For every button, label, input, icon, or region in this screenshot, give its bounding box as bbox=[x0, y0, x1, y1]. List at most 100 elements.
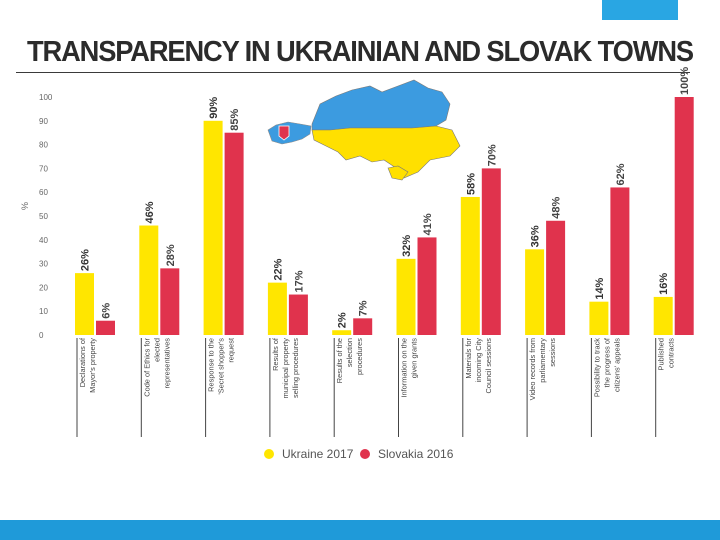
bar-slovakia bbox=[224, 132, 244, 335]
legend: Ukraine 2017 Slovakia 2016 bbox=[264, 447, 454, 461]
bottom-accent-bar bbox=[0, 520, 720, 540]
data-label-slovakia: 62% bbox=[615, 163, 627, 185]
bar-ukraine bbox=[525, 249, 545, 335]
category-label: Information on the bbox=[400, 338, 409, 398]
category-label: Published bbox=[657, 338, 666, 370]
ukraine-map-south bbox=[311, 125, 461, 179]
bar-slovakia bbox=[353, 318, 373, 335]
category-label: municipal property bbox=[281, 338, 290, 399]
category-label: the progress of bbox=[602, 337, 611, 387]
bar-chart: 0 10 20 30 40 50 60 70 80 90 100% 26% 6% 46% 28% 90% 85… bbox=[20, 67, 694, 461]
category-label: Council sessions bbox=[484, 338, 493, 394]
bar-slovakia bbox=[546, 220, 566, 335]
category-label: Video records from bbox=[528, 338, 537, 400]
category-label: Results of the bbox=[335, 338, 344, 383]
y-tick-label: 60 bbox=[39, 188, 48, 197]
category-label: parliamentary bbox=[538, 338, 547, 383]
y-axis: 0 10 20 30 40 50 60 70 80 90 100% bbox=[20, 93, 53, 340]
data-labels: 26% 6% 46% 28% 90% 85% 22% 17% 2% 7% 32% 41% 58% 70% 3… bbox=[80, 67, 692, 329]
bar-slovakia bbox=[96, 320, 115, 335]
category-label: Declarations of bbox=[78, 337, 87, 387]
data-label-ukraine: 36% bbox=[530, 225, 542, 247]
ukraine-map-north bbox=[311, 79, 451, 131]
bar-ukraine bbox=[589, 301, 609, 335]
bar-slovakia bbox=[288, 294, 308, 335]
data-label-ukraine: 46% bbox=[144, 201, 156, 223]
bar-slovakia bbox=[674, 97, 694, 335]
bar-slovakia bbox=[610, 187, 630, 335]
bar-ukraine bbox=[653, 296, 673, 335]
bar-slovakia bbox=[481, 168, 501, 335]
y-axis-label: % bbox=[20, 202, 30, 210]
data-label-slovakia: 85% bbox=[229, 108, 241, 130]
data-label-ukraine: 32% bbox=[401, 235, 413, 257]
category-label: Mayor's property bbox=[88, 338, 97, 393]
category-label: Results of bbox=[271, 337, 280, 371]
data-label-slovakia: 100% bbox=[679, 67, 691, 95]
legend-marker-slovakia bbox=[360, 449, 370, 459]
y-tick-label: 30 bbox=[39, 260, 48, 269]
category-label: citizens' appeals bbox=[612, 338, 621, 392]
y-tick-label: 90 bbox=[39, 117, 48, 126]
category-label: representatives bbox=[162, 338, 171, 389]
data-label-slovakia: 17% bbox=[293, 270, 305, 292]
ukraine-slovakia-map bbox=[267, 79, 461, 181]
bar-slovakia bbox=[160, 268, 180, 335]
data-label-ukraine: 26% bbox=[80, 249, 92, 271]
bar-ukraine bbox=[460, 196, 480, 335]
bar-slovakia bbox=[417, 237, 437, 335]
category-label: procedures bbox=[355, 338, 364, 375]
slide-title: TRANSPARENCY IN UKRAINIAN AND SLOVAK TOW… bbox=[27, 36, 694, 68]
data-label-ukraine: 16% bbox=[658, 273, 670, 295]
data-label-ukraine: 2% bbox=[337, 312, 349, 328]
data-label-ukraine: 14% bbox=[594, 277, 606, 299]
category-label: 'Secret shopper's bbox=[217, 338, 226, 395]
category-label: incoming City bbox=[474, 338, 483, 383]
legend-marker-ukraine bbox=[264, 449, 274, 459]
y-tick-label: 50 bbox=[39, 212, 48, 221]
bar-ukraine bbox=[267, 282, 287, 335]
category-label: selling procedures bbox=[291, 338, 300, 398]
data-label-ukraine: 22% bbox=[272, 258, 284, 280]
bar-ukraine bbox=[332, 330, 352, 335]
y-tick-label: 80 bbox=[39, 141, 48, 150]
data-label-slovakia: 41% bbox=[422, 213, 434, 235]
category-label: Materials for bbox=[464, 337, 473, 378]
bar-ukraine bbox=[139, 225, 159, 335]
bar-ukraine bbox=[396, 258, 416, 335]
y-tick-label: 0 bbox=[39, 331, 44, 340]
category-label: sessions bbox=[548, 338, 557, 367]
category-label: elected bbox=[152, 338, 161, 362]
category-label: request bbox=[227, 338, 236, 363]
slovakia-flag-emblem bbox=[278, 125, 290, 141]
data-label-slovakia: 70% bbox=[486, 144, 498, 166]
corner-accent-box bbox=[602, 0, 678, 20]
bar-ukraine bbox=[203, 120, 223, 335]
legend-label-slovakia: Slovakia 2016 bbox=[378, 447, 454, 461]
category-separators bbox=[76, 338, 657, 437]
category-label: Response to the bbox=[207, 338, 216, 392]
y-tick-label: 40 bbox=[39, 236, 48, 245]
bar-series bbox=[75, 97, 694, 335]
legend-label-ukraine: Ukraine 2017 bbox=[282, 447, 354, 461]
category-label: Code of Ethics for bbox=[142, 337, 151, 396]
y-tick-label: 100 bbox=[39, 93, 53, 102]
category-label: given grants bbox=[410, 338, 419, 379]
title-underline bbox=[16, 72, 690, 73]
data-label-slovakia: 6% bbox=[101, 303, 113, 319]
data-label-slovakia: 28% bbox=[165, 244, 177, 266]
category-label: contracts bbox=[667, 338, 676, 368]
y-tick-label: 10 bbox=[39, 307, 48, 316]
category-label: Possibility to track bbox=[592, 338, 601, 397]
data-label-slovakia: 7% bbox=[358, 300, 370, 316]
data-label-ukraine: 58% bbox=[465, 173, 477, 195]
y-tick-label: 70 bbox=[39, 164, 48, 173]
bar-ukraine bbox=[75, 273, 94, 335]
category-labels: Declarations of Mayor's property Code of E… bbox=[78, 337, 676, 400]
category-label: selection bbox=[345, 338, 354, 367]
slovakia-map-shape bbox=[267, 121, 312, 145]
data-label-slovakia: 48% bbox=[551, 197, 563, 219]
crimea-shape bbox=[387, 165, 409, 181]
data-label-ukraine: 90% bbox=[208, 97, 220, 119]
y-tick-label: 20 bbox=[39, 283, 48, 292]
